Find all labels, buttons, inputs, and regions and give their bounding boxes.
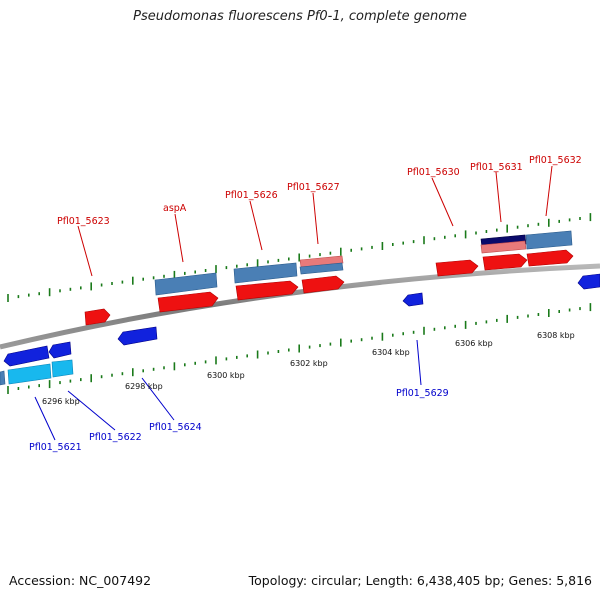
leader-line (77, 225, 93, 277)
axis-label: 6308 kbp (537, 331, 575, 340)
gene-label-reverse[interactable]: Pfl01_5621 (29, 442, 82, 453)
axis-label: 6296 kbp (42, 397, 80, 406)
gene-arrow[interactable] (435, 259, 479, 277)
map-title: Pseudomonas fluorescens Pf0-1, complete … (133, 9, 467, 24)
leader-line (416, 339, 422, 386)
gene-arrow[interactable] (301, 275, 345, 294)
leader-line (141, 377, 175, 421)
feature-bar[interactable] (154, 272, 218, 296)
feature-bar[interactable] (480, 240, 527, 254)
forward-tick-track (7, 213, 592, 302)
gene-arrow[interactable] (3, 345, 50, 367)
gene-arrow[interactable] (577, 273, 600, 290)
leader-line (249, 200, 263, 251)
feature-bar[interactable] (525, 230, 573, 250)
gene-arrow[interactable] (235, 280, 299, 301)
gene-label-forward[interactable]: Pfl01_5623 (57, 216, 110, 227)
feature-bar[interactable] (51, 359, 74, 378)
gene-label-forward[interactable]: aspA (163, 203, 187, 214)
feature-bar[interactable] (299, 262, 344, 275)
gene-arrow[interactable] (48, 341, 72, 359)
genome-backbone (0, 263, 600, 350)
leader-line (495, 171, 502, 223)
gene-label-reverse[interactable]: Pfl01_5629 (396, 388, 449, 399)
genome-summary: Topology: circular; Length: 6,438,405 bp… (248, 573, 592, 588)
gene-arrow[interactable] (117, 326, 158, 346)
axis-label: 6298 kbp (125, 382, 163, 391)
axis-label: 6300 kbp (207, 371, 245, 380)
gene-label-reverse[interactable]: Pfl01_5624 (149, 422, 202, 433)
gene-label-reverse[interactable]: Pfl01_5622 (89, 432, 142, 443)
leader-line (312, 192, 319, 245)
feature-bar[interactable] (7, 363, 52, 385)
gene-arrow[interactable] (402, 292, 424, 307)
gene-arrow[interactable] (157, 291, 219, 313)
leader-line (545, 165, 553, 217)
feature-bar[interactable] (233, 262, 298, 284)
forward-features (84, 230, 574, 326)
leader-line (34, 396, 56, 441)
gene-label-forward[interactable]: Pfl01_5631 (470, 162, 523, 173)
feature-bar[interactable] (299, 255, 344, 268)
gene-arrow[interactable] (482, 253, 528, 271)
axis-label: 6302 kbp (290, 359, 328, 368)
reverse-features (0, 273, 600, 386)
gene-label-forward[interactable]: Pfl01_5627 (287, 182, 340, 193)
feature-bar[interactable] (0, 370, 6, 386)
axis-label: 6304 kbp (372, 348, 410, 357)
gene-arrow[interactable] (84, 308, 111, 326)
gene-label-forward[interactable]: Pfl01_5630 (407, 167, 460, 178)
reverse-tick-track (7, 303, 592, 394)
axis-label: 6306 kbp (455, 339, 493, 348)
leader-line (174, 213, 184, 263)
gene-arrow[interactable] (526, 249, 574, 267)
leader-line (431, 177, 454, 227)
gene-label-forward[interactable]: Pfl01_5626 (225, 190, 278, 201)
gene-label-forward[interactable]: Pfl01_5632 (529, 155, 582, 166)
accession-label: Accession: NC_007492 (9, 573, 152, 588)
leader-line (67, 390, 116, 431)
